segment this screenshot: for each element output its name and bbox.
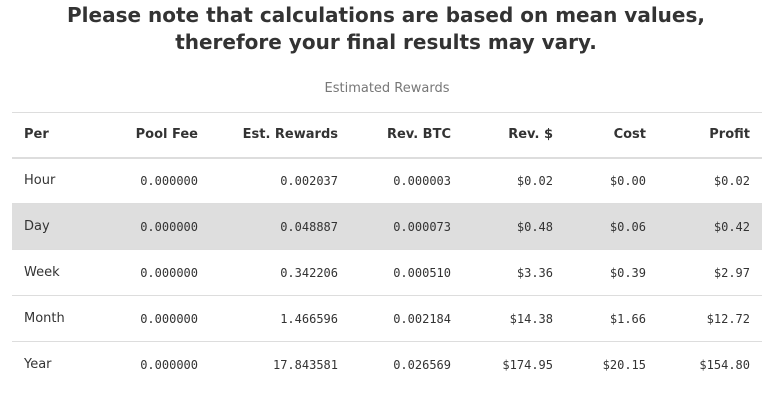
cell-rev-btc: 0.002184 bbox=[350, 295, 463, 342]
header-rev-btc: Rev. BTC bbox=[350, 112, 463, 159]
cell-cost: $20.15 bbox=[565, 341, 658, 388]
cell-profit: $154.80 bbox=[658, 341, 762, 388]
cell-rev-usd: $0.02 bbox=[516, 173, 553, 188]
table-row: Year 0.000000 17.843581 0.026569 $174.95… bbox=[12, 341, 762, 388]
cell-est-rewards: 0.002037 bbox=[280, 173, 338, 188]
header-est-rewards: Est. Rewards bbox=[210, 112, 350, 159]
header-per: Per bbox=[12, 112, 100, 159]
cell-rev-btc: 0.000003 bbox=[393, 173, 451, 188]
cell-profit: $0.02 bbox=[713, 173, 750, 188]
table-row: Day 0.000000 0.048887 0.000073 $0.48 $0.… bbox=[12, 203, 762, 250]
cell-pool-fee: 0.000000 bbox=[100, 295, 210, 342]
cell-cost: $0.06 bbox=[565, 203, 658, 250]
header-pool-fee: Pool Fee bbox=[100, 112, 210, 159]
cell-pool-fee: 0.000000 bbox=[100, 249, 210, 296]
cell-rev-btc: 0.000073 bbox=[350, 203, 463, 250]
header-profit: Profit bbox=[658, 112, 762, 159]
cell-period: Week bbox=[12, 249, 100, 296]
cell-period: Year bbox=[12, 341, 100, 388]
cell-profit: $2.97 bbox=[658, 249, 762, 296]
notice-line-1: Please note that calculations are based … bbox=[67, 3, 705, 27]
cell-est-rewards: 1.466596 bbox=[210, 295, 350, 342]
table-caption: Estimated Rewards bbox=[324, 81, 450, 96]
cell-profit: $12.72 bbox=[658, 295, 762, 342]
cell-cost: $1.66 bbox=[565, 295, 658, 342]
table-row: Month 0.000000 1.466596 0.002184 $14.38 … bbox=[12, 295, 762, 342]
cell-est-rewards: 17.843581 bbox=[210, 341, 350, 388]
header-cost: Cost bbox=[565, 112, 658, 159]
cell-rev-usd: $3.36 bbox=[463, 249, 565, 296]
cell-rev-usd: $14.38 bbox=[463, 295, 565, 342]
calculation-notice: Please note that calculations are based … bbox=[0, 2, 772, 56]
table-header-row: Per Pool Fee Est. Rewards Rev. BTC Rev. … bbox=[12, 112, 762, 159]
cell-rev-btc: 0.026569 bbox=[350, 341, 463, 388]
cell-period: Day bbox=[12, 203, 100, 250]
cell-period: Hour bbox=[24, 173, 56, 189]
notice-line-2: therefore your final results may vary. bbox=[175, 30, 597, 54]
cell-pool-fee: 0.000000 bbox=[140, 173, 198, 188]
cell-rev-usd: $174.95 bbox=[463, 341, 565, 388]
table-row: Week 0.000000 0.342206 0.000510 $3.36 $0… bbox=[12, 249, 762, 296]
cell-est-rewards: 0.342206 bbox=[210, 249, 350, 296]
cell-period: Month bbox=[12, 295, 100, 342]
cell-rev-usd: $0.48 bbox=[463, 203, 565, 250]
cell-pool-fee: 0.000000 bbox=[100, 341, 210, 388]
header-rev-usd: Rev. $ bbox=[463, 112, 565, 159]
cell-cost: $0.39 bbox=[565, 249, 658, 296]
cell-pool-fee: 0.000000 bbox=[100, 203, 210, 250]
cell-cost: $0.00 bbox=[609, 173, 646, 188]
cell-est-rewards: 0.048887 bbox=[210, 203, 350, 250]
cell-profit: $0.42 bbox=[658, 203, 762, 250]
table-row: Hour 0.000000 0.002037 0.000003 $0.02 $0… bbox=[12, 158, 762, 204]
estimated-rewards-table: Per Pool Fee Est. Rewards Rev. BTC Rev. … bbox=[12, 112, 762, 388]
cell-rev-btc: 0.000510 bbox=[350, 249, 463, 296]
